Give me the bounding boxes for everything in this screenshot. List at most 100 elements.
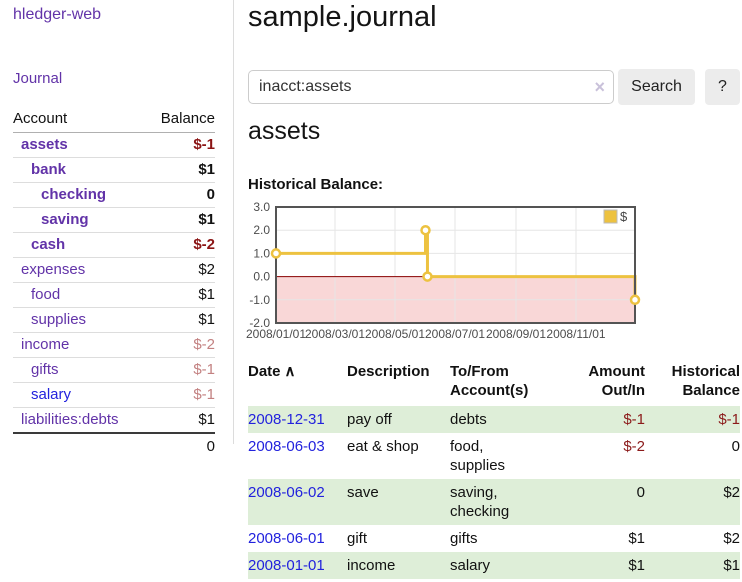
account-link-checking[interactable]: checking	[41, 186, 107, 203]
account-link-saving[interactable]: saving	[41, 211, 89, 228]
account-balance: $2	[146, 257, 215, 283]
account-balance: $1	[146, 307, 215, 333]
register-header-date[interactable]: Date ∧	[248, 363, 296, 380]
accounts-header-balance: Balance	[146, 106, 215, 133]
transaction-balance: $1	[723, 557, 740, 574]
register-header-tofrom: To/From Account(s)	[450, 363, 529, 399]
transaction-date-link[interactable]: 2008-06-01	[248, 530, 325, 547]
account-balance: 0	[146, 182, 215, 208]
sidebar: hledger-web Journal Account Balance asse…	[0, 0, 234, 459]
svg-text:3.0: 3.0	[253, 202, 270, 214]
transaction-balance: $-1	[718, 411, 740, 428]
account-row-income: income $-2	[13, 332, 215, 358]
account-row-cash: cash $-2	[13, 232, 215, 258]
svg-text:2008/11/01: 2008/11/01	[546, 327, 605, 341]
account-link-cash[interactable]: cash	[31, 236, 66, 253]
account-row-bank: bank $1	[13, 157, 215, 183]
account-row-saving: saving $1	[13, 207, 215, 233]
account-page-title: assets	[248, 117, 321, 145]
sort-ascending-icon: ∧	[284, 363, 296, 380]
account-balance: $1	[146, 157, 215, 183]
account-row-salary: salary $-1	[13, 382, 215, 408]
search-button[interactable]: Search	[618, 69, 695, 105]
svg-text:2008/01/01: 2008/01/01	[246, 327, 306, 341]
transaction-balance: $2	[723, 484, 740, 501]
register-row: 2008-06-03 eat & shop food, supplies $-2…	[248, 433, 740, 479]
svg-text:2008/05/01: 2008/05/01	[365, 327, 425, 341]
transaction-amount: $-2	[623, 438, 645, 455]
account-balance: $1	[146, 207, 215, 233]
account-balance: $-2	[146, 332, 215, 358]
transaction-description: eat & shop	[347, 438, 419, 455]
account-link-bank[interactable]: bank	[31, 161, 67, 178]
account-link-salary[interactable]: salary	[31, 386, 72, 403]
accounts-table: Account Balance assets $-1 bank $1 check…	[13, 106, 215, 459]
transaction-accounts: salary	[450, 557, 491, 574]
register-header-row: Date ∧ Description To/From Account(s) Amo…	[248, 356, 740, 406]
transaction-description: save	[347, 484, 379, 501]
transaction-description: pay off	[347, 411, 392, 428]
accounts-total-value: 0	[146, 432, 215, 459]
account-balance: $1	[146, 282, 215, 308]
account-balance: $-1	[146, 382, 215, 408]
register-row: 2008-01-01 income salary $1 $1	[248, 552, 740, 579]
transaction-accounts: gifts	[450, 530, 478, 547]
transaction-accounts: debts	[450, 411, 487, 428]
transaction-date-link[interactable]: 2008-06-02	[248, 484, 325, 501]
account-balance: $-2	[146, 232, 215, 258]
accounts-total-row: 0	[13, 432, 215, 459]
search-input[interactable]	[248, 70, 614, 104]
transaction-description: income	[347, 557, 396, 574]
account-balance: $-1	[146, 357, 215, 383]
register-row: 2008-12-31 pay off debts $-1 $-1	[248, 406, 740, 433]
account-link-gifts[interactable]: gifts	[31, 361, 59, 378]
account-row-checking: checking 0	[13, 182, 215, 208]
account-balance: $-1	[193, 136, 215, 153]
transaction-accounts: food, supplies	[450, 438, 506, 474]
chart-title: Historical Balance:	[248, 176, 384, 193]
transaction-amount: $1	[628, 530, 645, 547]
app-title-link[interactable]: hledger-web	[13, 6, 102, 23]
account-link-liabilities-debts[interactable]: liabilities:debts	[21, 411, 119, 428]
sidebar-item-journal[interactable]: Journal	[13, 70, 63, 87]
account-balance: $1	[146, 407, 215, 433]
account-row-expenses: expenses $2	[13, 257, 215, 283]
transaction-date-link[interactable]: 2008-06-03	[248, 438, 325, 455]
transaction-description: gift	[347, 530, 368, 547]
svg-text:2008/09/01: 2008/09/01	[486, 327, 546, 341]
account-row-assets: assets $-1	[13, 133, 215, 158]
account-link-food[interactable]: food	[31, 286, 61, 303]
account-link-expenses[interactable]: expenses	[21, 261, 86, 278]
account-link-income[interactable]: income	[21, 336, 70, 353]
transaction-accounts: saving, checking	[450, 484, 510, 520]
register-table: Date ∧ Description To/From Account(s) Amo…	[248, 356, 740, 579]
register-header-amount: Amount Out/In	[588, 363, 645, 399]
svg-text:0.0: 0.0	[253, 270, 270, 284]
chart-canvas: $3.0 2.0 1.0 0.0 -1.0 -2.02008/01/012008/03/0…	[246, 200, 641, 341]
svg-text:$: $	[620, 209, 628, 224]
transaction-balance: 0	[731, 438, 740, 455]
register-row: 2008-06-02 save saving, checking 0 $2	[248, 479, 740, 525]
clear-search-icon[interactable]: ×	[594, 77, 605, 97]
help-button[interactable]: ?	[705, 69, 740, 105]
historical-balance-chart: $3.0 2.0 1.0 0.0 -1.0 -2.0 2008/01/01 2008/03/0…	[240, 200, 742, 348]
transaction-amount: $-1	[623, 411, 645, 428]
transaction-date-link[interactable]: 2008-12-31	[248, 411, 325, 428]
accounts-table-header: Account Balance	[13, 106, 215, 133]
account-row-food: food $1	[13, 282, 215, 308]
svg-text:-2.0: -2.0	[249, 316, 270, 330]
svg-text:2008/03/01: 2008/03/01	[305, 327, 365, 341]
transaction-date-link[interactable]: 2008-01-01	[248, 557, 325, 574]
account-link-supplies[interactable]: supplies	[31, 311, 87, 328]
account-row-gifts: gifts $-1	[13, 357, 215, 383]
account-row-liabilities-debts: liabilities:debts $1	[13, 407, 215, 433]
svg-text:2008/07/01: 2008/07/01	[425, 327, 485, 341]
account-link-assets[interactable]: assets	[21, 136, 68, 153]
register-header-balance: Historical Balance	[671, 363, 740, 399]
transaction-amount: $1	[628, 557, 645, 574]
svg-text:2.0: 2.0	[253, 223, 270, 237]
accounts-header-account: Account	[13, 106, 147, 133]
register-row: 2008-06-01 gift gifts $1 $2	[248, 525, 740, 552]
transaction-balance: $2	[723, 530, 740, 547]
page-title: sample.journal	[248, 1, 437, 33]
